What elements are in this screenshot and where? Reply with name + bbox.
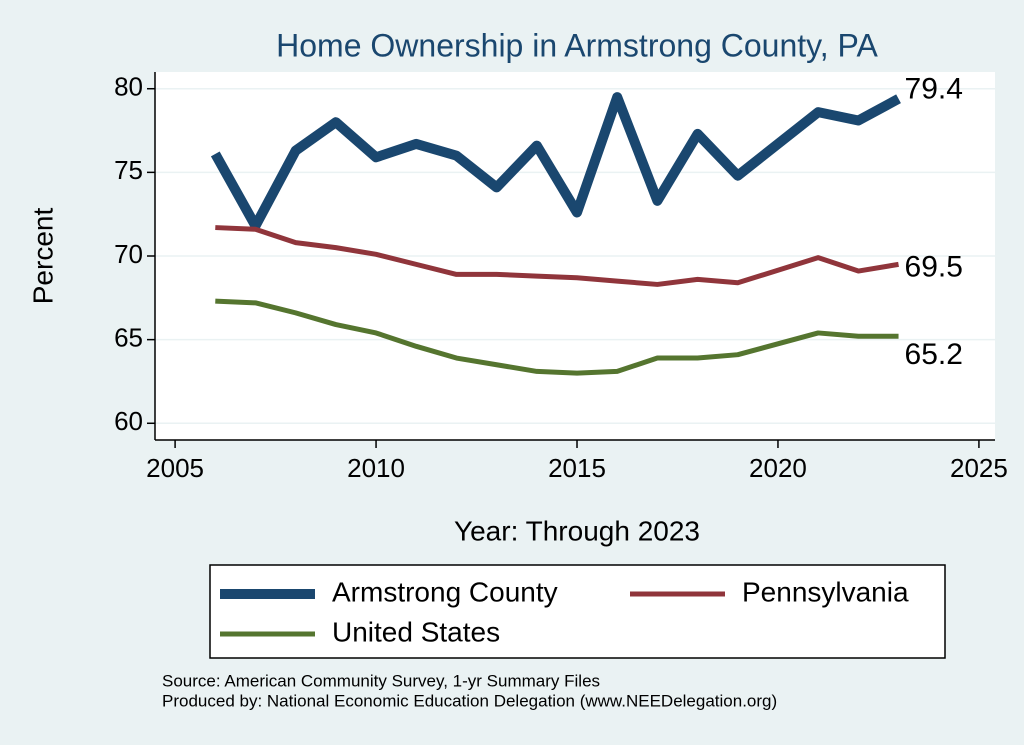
y-tick-label: 60: [114, 406, 143, 436]
y-tick-label: 75: [114, 155, 143, 185]
y-axis-label: Percent: [27, 208, 58, 305]
x-tick-label: 2010: [347, 453, 405, 483]
legend-label: United States: [332, 616, 500, 647]
x-tick-label: 2020: [749, 453, 807, 483]
y-tick-label: 70: [114, 239, 143, 269]
produced-note: Produced by: National Economic Education…: [162, 691, 777, 710]
legend-label: Pennsylvania: [742, 576, 909, 607]
y-tick-label: 65: [114, 323, 143, 353]
chart-title: Home Ownership in Armstrong County, PA: [276, 27, 878, 63]
series-line: [215, 225, 899, 287]
x-tick-label: 2025: [950, 453, 1008, 483]
end-label: 65.2: [905, 338, 963, 371]
series-line: [210, 92, 901, 231]
legend-label: Armstrong County: [332, 576, 558, 607]
x-axis-label: Year: Through 2023: [454, 515, 700, 546]
source-note: Source: American Community Survey, 1-yr …: [162, 671, 600, 690]
legend: [209, 564, 946, 659]
series-line: [215, 298, 899, 376]
end-label: 69.5: [905, 250, 963, 283]
end-label: 79.4: [905, 73, 963, 106]
y-tick-label: 80: [114, 72, 143, 102]
x-tick-label: 2005: [146, 453, 204, 483]
x-tick-label: 2015: [548, 453, 606, 483]
